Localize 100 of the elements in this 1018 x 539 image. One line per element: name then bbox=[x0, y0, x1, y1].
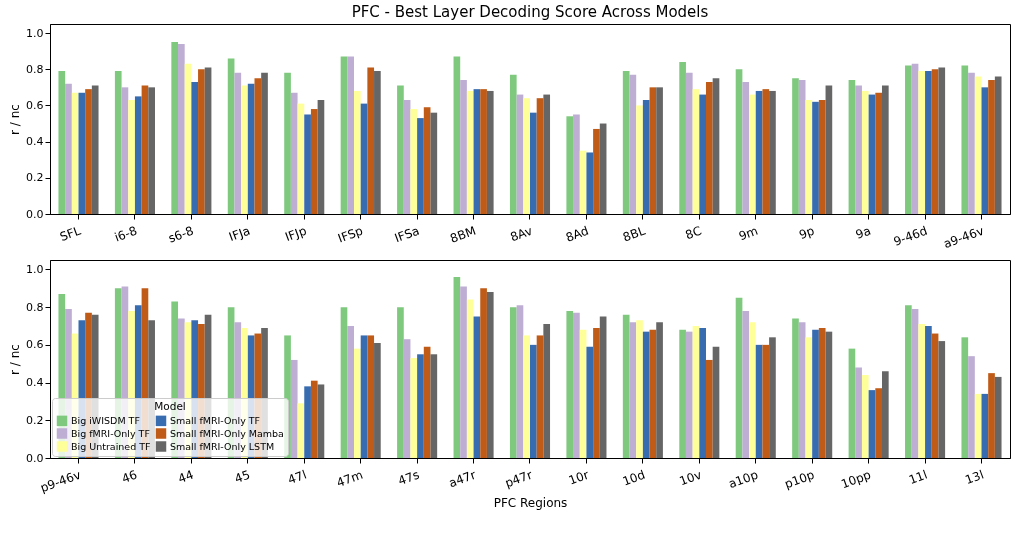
y-tick-label: 0.4 bbox=[26, 135, 44, 149]
bar bbox=[629, 74, 637, 214]
bar bbox=[347, 56, 355, 214]
bar bbox=[523, 335, 530, 458]
bar bbox=[340, 56, 348, 214]
bar bbox=[430, 112, 438, 214]
bar bbox=[805, 100, 813, 214]
bar bbox=[573, 114, 580, 214]
bar bbox=[453, 56, 461, 214]
bar bbox=[530, 344, 537, 458]
x-tick-label: 9a bbox=[853, 223, 873, 242]
x-tick-label: 44 bbox=[176, 467, 196, 486]
y-tick-label: 1.0 bbox=[26, 26, 44, 40]
bar bbox=[410, 358, 418, 458]
bar bbox=[509, 74, 517, 214]
x-tick-label: a10p bbox=[726, 467, 760, 492]
y-tick-label: 0.6 bbox=[26, 98, 44, 112]
bar bbox=[735, 69, 743, 214]
bar bbox=[593, 128, 600, 214]
bar bbox=[749, 322, 756, 458]
bar bbox=[938, 341, 946, 458]
x-tick-label: IFSp bbox=[336, 223, 365, 246]
bar bbox=[566, 310, 574, 458]
x-tick-label: 9p bbox=[797, 223, 817, 242]
bar bbox=[480, 89, 487, 214]
bar bbox=[310, 109, 318, 214]
bar bbox=[656, 87, 663, 214]
bar bbox=[114, 71, 122, 214]
bar bbox=[247, 83, 255, 214]
bar bbox=[284, 72, 291, 214]
y-tick-label: 0.8 bbox=[26, 62, 44, 76]
y-tick-label: 0.4 bbox=[26, 376, 44, 390]
bar bbox=[473, 316, 481, 458]
bar bbox=[171, 42, 179, 214]
bar bbox=[848, 348, 856, 458]
bar bbox=[134, 96, 142, 214]
bar bbox=[905, 65, 912, 214]
bar bbox=[403, 339, 411, 458]
bar bbox=[769, 337, 776, 458]
bar bbox=[685, 72, 693, 214]
bar bbox=[812, 101, 819, 214]
legend-label: Big Untrained TF bbox=[71, 440, 151, 452]
x-tick-label: 9m bbox=[736, 223, 760, 244]
bar bbox=[918, 324, 926, 458]
bar bbox=[974, 393, 982, 458]
bar bbox=[586, 152, 594, 214]
bar bbox=[290, 92, 298, 214]
bar bbox=[234, 72, 242, 214]
bar bbox=[925, 326, 932, 458]
bar bbox=[629, 322, 637, 458]
bar bbox=[875, 92, 882, 214]
bar bbox=[58, 71, 66, 214]
bar bbox=[297, 103, 305, 214]
x-tick-label: 10pp bbox=[839, 467, 873, 492]
y-tick-label: 0.6 bbox=[26, 338, 44, 352]
bar bbox=[931, 333, 939, 458]
y-tick-label: 1.0 bbox=[26, 262, 44, 276]
x-tick-label: IFJa bbox=[227, 223, 252, 245]
bar bbox=[543, 324, 551, 458]
bar bbox=[994, 376, 1002, 458]
x-tick-label: 47l bbox=[286, 467, 309, 488]
bar bbox=[968, 356, 975, 458]
y-tick-label: 0.8 bbox=[26, 300, 44, 314]
bar bbox=[742, 81, 750, 214]
bar bbox=[755, 344, 763, 458]
bar bbox=[403, 100, 411, 214]
bar bbox=[712, 346, 720, 458]
bar bbox=[486, 292, 494, 458]
bar bbox=[354, 90, 361, 214]
bar bbox=[71, 92, 79, 214]
bar bbox=[642, 331, 650, 458]
bar bbox=[855, 85, 862, 214]
x-tick-label: SFL bbox=[57, 223, 83, 245]
x-tick-label: 47m bbox=[334, 467, 365, 490]
bar bbox=[516, 305, 524, 458]
bar bbox=[367, 67, 375, 214]
bar bbox=[875, 388, 882, 458]
bar bbox=[861, 90, 869, 214]
bar bbox=[762, 89, 770, 214]
bar bbox=[855, 367, 862, 458]
bar bbox=[579, 329, 587, 458]
x-tick-label: 8Av bbox=[508, 223, 535, 245]
bar bbox=[204, 67, 212, 214]
y-axis-title: r / nc bbox=[8, 104, 23, 135]
bar bbox=[749, 94, 756, 214]
y-axis-title: r / nc bbox=[8, 344, 23, 375]
bar bbox=[536, 335, 544, 458]
bar bbox=[818, 327, 826, 458]
x-tick-label: IFSa bbox=[392, 223, 422, 246]
bar bbox=[128, 100, 135, 214]
bar bbox=[121, 87, 129, 214]
bar bbox=[354, 348, 361, 458]
bar bbox=[974, 76, 982, 214]
bar bbox=[573, 312, 580, 458]
x-tick-label: IFJp bbox=[283, 223, 309, 245]
bar bbox=[466, 299, 474, 458]
bar bbox=[310, 380, 318, 458]
bar bbox=[599, 316, 607, 458]
bar bbox=[374, 342, 381, 458]
x-tick-label: 8BL bbox=[620, 223, 648, 245]
